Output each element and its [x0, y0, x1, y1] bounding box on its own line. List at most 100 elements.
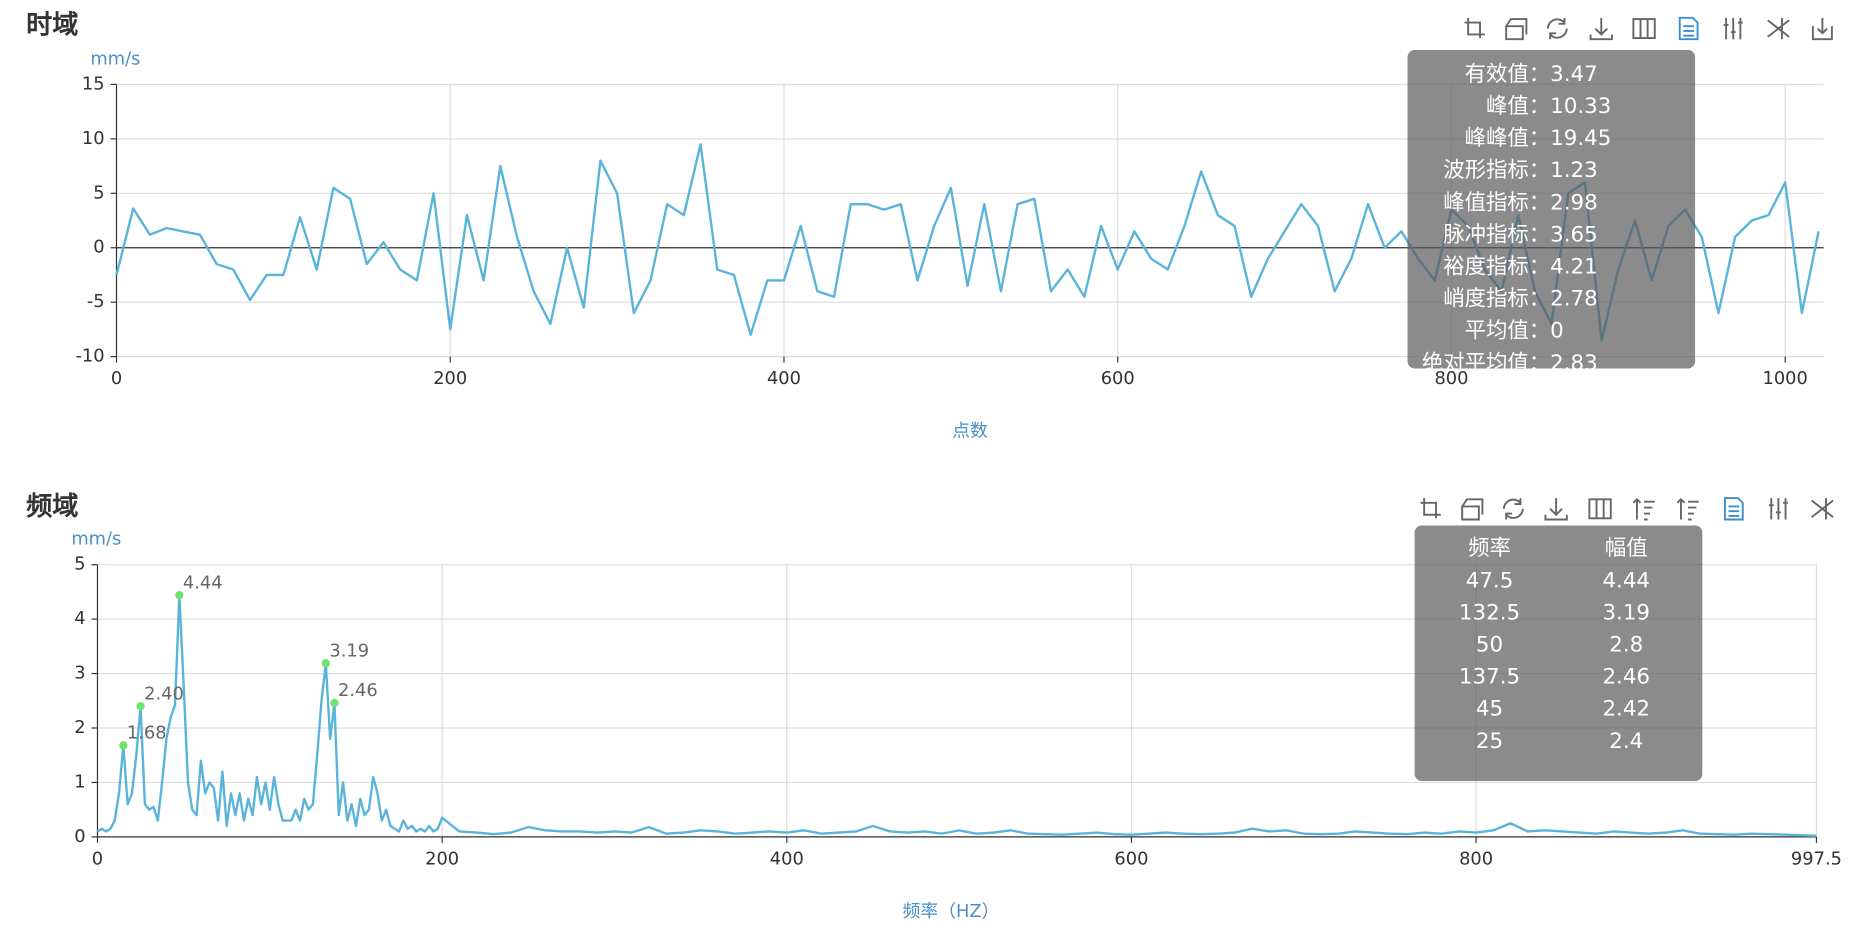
tooltip: 频率 幅值 47.5 4.44 132.5 3.19 50 2.8 137.5 2.46 45 2.4…	[1414, 525, 1703, 782]
table-cell: 2.4	[1609, 729, 1643, 754]
table-cell: 132.5	[1459, 600, 1520, 625]
y-tick-label: 5	[74, 554, 85, 575]
tooltip-value: 19.45	[1550, 126, 1611, 151]
tooltip-label: 峰值：	[1486, 94, 1550, 119]
tooltip-value: 1.23	[1550, 158, 1598, 183]
toolbar-icon[interactable]	[1632, 18, 1656, 39]
tooltip-value: 0	[1550, 319, 1564, 344]
y-tick-label: -5	[87, 291, 105, 312]
tooltip-value: 4.21	[1550, 254, 1598, 279]
y-tick-label: 1	[74, 771, 85, 792]
toolbar	[1464, 16, 1833, 41]
table-cell: 2.46	[1602, 665, 1650, 690]
mark-point-label: 4.44	[183, 572, 223, 593]
tooltip-label: 峰值指标：	[1443, 190, 1550, 215]
tooltip-value: 3.47	[1550, 62, 1598, 87]
toolbar-icon[interactable]	[1464, 17, 1485, 39]
table-cell: 25	[1476, 729, 1503, 754]
toolbar-icon[interactable]	[1723, 17, 1743, 40]
tooltip-label: 峰峰值：	[1465, 126, 1550, 151]
toolbar-icon[interactable]	[1811, 17, 1833, 41]
x-tick-label: 600	[1101, 368, 1135, 389]
y-tick-label: -10	[75, 346, 104, 367]
toolbar-icon[interactable]	[1767, 17, 1790, 40]
x-tick-label: 200	[425, 848, 459, 869]
tooltip-label: 波形指标：	[1443, 158, 1550, 183]
toolbar-icon[interactable]	[1723, 497, 1744, 521]
tooltip-box	[1414, 525, 1703, 782]
mark-point-label: 1.68	[127, 723, 167, 744]
tooltip-value: 2.98	[1550, 190, 1598, 215]
toolbar-icon[interactable]	[1420, 498, 1441, 519]
x-tick-label: 800	[1459, 848, 1493, 869]
x-tick-label: 200	[433, 368, 467, 389]
toolbar	[1420, 497, 1834, 521]
mark-point-label: 2.40	[144, 683, 184, 704]
y-axis-unit: mm/s	[90, 48, 140, 69]
toolbar-icon[interactable]	[1588, 498, 1612, 520]
x-tick-label: 0	[92, 848, 103, 869]
data-line	[96, 593, 1817, 837]
y-tick-label: 15	[82, 73, 105, 94]
table-cell: 50	[1476, 633, 1503, 658]
toolbar-icon[interactable]	[1811, 498, 1834, 520]
mark-point	[330, 698, 339, 708]
tooltip-value: 3.65	[1550, 222, 1598, 247]
mark-point	[136, 702, 145, 711]
table-cell: 45	[1476, 697, 1503, 722]
toolbar-icon[interactable]	[1768, 498, 1788, 520]
toolbar-icon[interactable]	[1632, 497, 1655, 521]
y-tick-label: 2	[74, 717, 85, 738]
y-tick-label: 10	[82, 128, 105, 149]
y-tick-label: 3	[74, 663, 85, 684]
table-cell: 2.8	[1609, 633, 1643, 658]
tooltip-box	[1407, 49, 1696, 369]
tooltip-label: 裕度指标：	[1443, 254, 1550, 279]
tooltip-value: 10.33	[1550, 94, 1611, 119]
table-cell: 47.5	[1466, 568, 1514, 593]
x-tick-label: 997.5	[1791, 848, 1842, 869]
x-tick-label: 400	[770, 848, 804, 869]
x-tick-label: 600	[1114, 848, 1148, 869]
table-header: 频率	[1468, 536, 1511, 561]
table-cell: 2.42	[1602, 697, 1650, 722]
toolbar-icon[interactable]	[1676, 497, 1699, 521]
x-tick-label: 400	[767, 368, 801, 389]
toolbar-icon[interactable]	[1461, 498, 1484, 521]
y-tick-label: 0	[74, 826, 85, 847]
x-tick-label: 800	[1434, 368, 1468, 389]
table-cell: 4.44	[1602, 568, 1650, 593]
tooltip-value: 2.83	[1550, 351, 1598, 376]
chart-0: 时域 mm/s 点数 -10 -5 0 5 10 15 0 200 400 600 800 1000 有效值：…	[26, 11, 1833, 442]
y-axis-unit: mm/s	[71, 529, 121, 550]
mark-point-label: 3.19	[329, 640, 369, 661]
table-cell: 137.5	[1459, 665, 1520, 690]
toolbar-icon[interactable]	[1589, 17, 1613, 41]
mark-point	[321, 659, 330, 668]
tooltip-label: 平均值：	[1465, 319, 1550, 344]
x-tick-label: 1000	[1763, 368, 1808, 389]
toolbar-icon[interactable]	[1505, 18, 1528, 41]
y-tick-label: 5	[93, 182, 104, 203]
toolbar-icon[interactable]	[1502, 498, 1524, 520]
tooltip-label: 绝对平均值：	[1422, 351, 1550, 376]
x-axis-title: 频率（HZ）	[903, 901, 1000, 922]
tooltip-label: 有效值：	[1465, 62, 1550, 87]
x-tick-label: 0	[111, 368, 122, 389]
tooltip-label: 脉冲指标：	[1443, 222, 1550, 247]
toolbar-icon[interactable]	[1678, 16, 1699, 41]
table-cell: 3.19	[1602, 600, 1650, 625]
tooltip-label: 峭度指标：	[1443, 287, 1550, 312]
toolbar-icon[interactable]	[1546, 17, 1568, 40]
toolbar-icon[interactable]	[1544, 498, 1568, 521]
mark-point	[119, 741, 128, 750]
chart-title: 时域	[26, 11, 78, 41]
x-axis-title: 点数	[952, 421, 988, 442]
tooltip-value: 2.78	[1550, 287, 1598, 312]
mark-point	[175, 590, 184, 600]
y-tick-label: 0	[93, 237, 104, 258]
